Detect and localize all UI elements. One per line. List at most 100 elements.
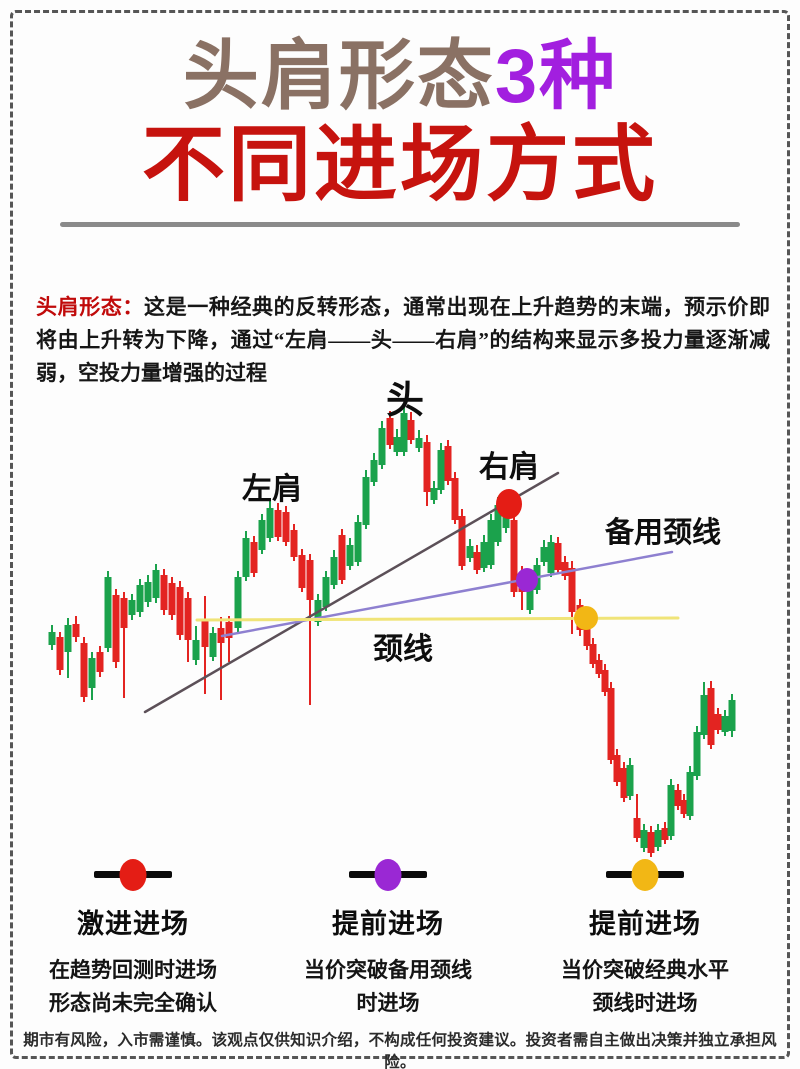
candle-body <box>526 587 534 610</box>
candle-body <box>568 568 576 612</box>
candle-body <box>400 413 408 452</box>
purple-dot-icon <box>374 859 402 891</box>
candle-body <box>393 437 401 452</box>
candle-body <box>466 546 474 558</box>
candle-body <box>184 598 192 640</box>
candle-body <box>354 522 362 562</box>
candle-body <box>96 652 104 672</box>
candle-body <box>595 660 603 674</box>
candle-body <box>258 520 266 550</box>
candle-body <box>370 460 378 482</box>
candle-body <box>728 700 736 731</box>
legend-early-entry-classic: 提前进场 当价突破经典水平 颈线时进场 <box>520 856 770 1020</box>
candle-body <box>674 790 682 806</box>
candle-body <box>386 418 394 445</box>
candle-body <box>234 577 242 628</box>
candle-body <box>686 772 694 816</box>
candle-body <box>72 624 80 637</box>
candle-body <box>266 508 274 538</box>
candle-body <box>680 800 688 814</box>
candle-body <box>620 768 628 798</box>
candle-body <box>362 477 370 525</box>
candle-body <box>250 542 258 573</box>
candle-body <box>64 625 72 652</box>
candle-body <box>415 438 423 448</box>
candle-body <box>290 530 298 557</box>
legend-early-entry-alt: 提前进场 当价突破备用颈线 时进场 <box>263 856 513 1020</box>
candle-body <box>168 583 176 615</box>
right-shoulder-label: 右肩 <box>479 450 539 484</box>
candle-body <box>80 643 88 697</box>
candle-body <box>176 587 184 635</box>
candle-body <box>104 577 112 648</box>
candle-body <box>88 658 96 688</box>
intro-paragraph: 头肩形态：这是一种经典的反转形态，通常出现在上升趋势的末端，预示价即将由上升转为… <box>36 291 770 390</box>
candle-body <box>444 446 452 481</box>
candle-body <box>160 575 168 610</box>
candle-body <box>437 450 445 490</box>
candle-body <box>451 478 459 520</box>
candle-body <box>306 560 314 600</box>
candle-body <box>128 600 136 615</box>
alt-neckline-label: 备用颈线 <box>604 516 721 549</box>
candle-body <box>473 552 481 570</box>
generated-chart-layers <box>48 406 736 857</box>
title-line-2: 不同进场方式 <box>142 118 658 212</box>
candle-body <box>494 505 502 542</box>
title-line-1: 头肩形态3种 <box>0 34 800 119</box>
classic-neckline-line <box>195 616 680 622</box>
candle-body <box>547 542 555 573</box>
candle-body <box>144 582 152 602</box>
title-divider <box>60 222 740 228</box>
candle-body <box>192 640 200 660</box>
candle-body <box>601 670 609 692</box>
aggressive-entry-dot <box>496 489 522 519</box>
legend-aggressive-entry: 激进进场 在趋势回测时进场 形态尚未完全确认 <box>8 856 258 1020</box>
candle-body <box>480 542 488 568</box>
title-line1-main: 头肩形态 <box>182 34 495 119</box>
left-shoulder-label: 左肩 <box>242 472 302 506</box>
red-dot-icon <box>119 859 147 891</box>
early-entry-alt-marker <box>263 856 513 894</box>
candle-body <box>640 830 648 848</box>
candle-body <box>274 510 282 537</box>
head-and-shoulders-chart-svg: 头 左肩 右肩 备用颈线 颈线 <box>48 380 736 857</box>
candle-body <box>540 547 548 562</box>
aggressive-entry-marker <box>8 856 258 894</box>
candle-body <box>152 570 160 598</box>
title-line1-accent: 3种 <box>494 34 618 119</box>
candle-body <box>201 620 209 647</box>
candle-body <box>510 520 518 592</box>
candle-body <box>298 555 306 588</box>
head-label: 头 <box>386 380 424 422</box>
candle-body <box>56 637 64 670</box>
candle-body <box>346 545 354 566</box>
candle-body <box>487 520 495 565</box>
candle-body <box>721 716 729 732</box>
candle-body <box>626 765 634 796</box>
candle-body <box>430 488 438 500</box>
chart-labels: 头 左肩 右肩 备用颈线 颈线 <box>242 380 721 666</box>
intro-body: 这是一种经典的反转形态，通常出现在上升趋势的末端，预示价即将由上升转为下降，通过… <box>36 295 770 385</box>
candle-body <box>607 688 615 760</box>
candle-body <box>112 595 120 662</box>
uptrend-line <box>143 471 560 714</box>
candle-body <box>338 535 346 580</box>
neckline-label: 颈线 <box>373 633 433 666</box>
candle-body <box>613 755 621 782</box>
candle-body <box>330 557 338 585</box>
legend-desc: 当价突破经典水平 颈线时进场 <box>561 958 729 1015</box>
candle-body <box>225 622 233 638</box>
candle-body <box>647 832 655 853</box>
legend-desc: 当价突破备用颈线 时进场 <box>304 958 472 1015</box>
candle-body <box>120 598 128 628</box>
legend-title: 提前进场 <box>589 909 701 939</box>
candle-body <box>554 543 562 570</box>
candle-body <box>322 577 330 607</box>
candle-body <box>136 585 144 612</box>
candlestick-chart: 头 左肩 右肩 备用颈线 颈线 <box>0 375 800 860</box>
candle-body <box>661 828 669 840</box>
candle-body <box>48 632 56 645</box>
alt-neckline-line <box>220 550 674 638</box>
